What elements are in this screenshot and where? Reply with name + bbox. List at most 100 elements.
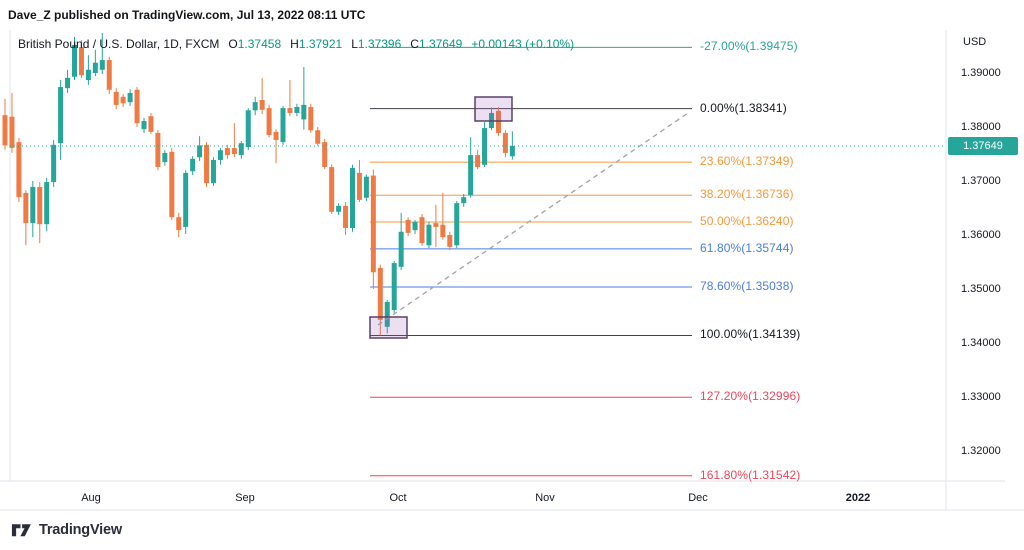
price-tick-1.39000: 1.39000 xyxy=(961,67,1001,79)
fib-label-78.60%: 78.60%(1.35038) xyxy=(700,278,794,293)
candle-body xyxy=(433,223,439,227)
tradingview-logo[interactable]: TradingView xyxy=(10,520,122,540)
candle-body xyxy=(482,128,488,165)
ohlc-close: C 1.37649 xyxy=(410,37,463,51)
price-axis-currency: USD xyxy=(963,36,987,48)
fib-label-161.80%: 161.80%(1.31542) xyxy=(700,467,801,482)
candle-body xyxy=(169,151,175,218)
candle-body xyxy=(266,108,272,136)
candle-body xyxy=(92,62,98,73)
candle-body xyxy=(454,203,460,246)
candle-body xyxy=(72,44,77,77)
time-tick-Oct: Oct xyxy=(389,492,407,504)
candle-body xyxy=(315,130,321,144)
highlight-box-top[interactable] xyxy=(474,96,513,122)
candle-body xyxy=(405,219,411,233)
candle-body xyxy=(238,143,244,156)
candle-body xyxy=(51,144,57,183)
candle-body xyxy=(502,132,508,153)
candle-body xyxy=(322,142,328,167)
fib-label-0.00%: 0.00%(1.38341) xyxy=(700,100,787,115)
candle-body xyxy=(217,150,223,160)
candle-body xyxy=(440,224,446,238)
candle-body xyxy=(106,60,112,90)
candle-body xyxy=(120,96,126,104)
fib-label--27.00%: -27.00%(1.39475) xyxy=(700,39,798,54)
candle-body xyxy=(23,192,29,224)
symbol-title: British Pound / U.S. Dollar, 1D, FXCM xyxy=(18,37,220,51)
candle-body xyxy=(127,92,133,103)
candle-body xyxy=(190,158,196,172)
candle-body xyxy=(9,116,15,149)
candle-body xyxy=(113,91,119,105)
candle-body xyxy=(350,168,355,228)
candle-body xyxy=(509,145,515,157)
candle-body xyxy=(495,110,501,133)
candle-body xyxy=(363,176,369,198)
candle-body xyxy=(99,60,105,70)
price-tick-1.34000: 1.34000 xyxy=(961,337,1001,349)
fib-label-127.20%: 127.20%(1.32996) xyxy=(700,389,801,404)
highlight-box-bottom[interactable] xyxy=(369,316,408,339)
candle-body xyxy=(301,104,307,120)
tradingview-logo-text: TradingView xyxy=(39,522,122,538)
ohlc-open: O 1.37458 xyxy=(228,37,282,51)
candle-body xyxy=(356,172,362,200)
candle-body xyxy=(475,155,481,167)
price-tick-1.35000: 1.35000 xyxy=(961,283,1001,295)
time-tick-Aug: Aug xyxy=(81,492,101,504)
price-tick-1.33000: 1.33000 xyxy=(961,391,1001,403)
candle-body xyxy=(377,267,383,320)
time-tick-2022: 2022 xyxy=(845,492,871,504)
change-value: +0.00143 (+0.10%) xyxy=(471,37,575,51)
candle-body xyxy=(44,182,50,225)
candle-body xyxy=(197,145,203,158)
fib-label-61.80%: 61.80%(1.35744) xyxy=(700,240,794,255)
candle-body xyxy=(412,222,418,231)
candle-body xyxy=(224,148,230,156)
candle-body xyxy=(294,107,300,113)
candle-body xyxy=(461,197,467,204)
candle-body xyxy=(65,77,71,89)
candle-body xyxy=(308,107,314,131)
candle-body xyxy=(259,100,265,110)
candle-body xyxy=(287,108,293,113)
candle-body xyxy=(85,69,91,81)
candle-body xyxy=(148,116,154,132)
candle-body xyxy=(183,172,189,227)
candle-body xyxy=(447,235,453,247)
candle-body xyxy=(134,89,140,124)
price-tick-1.36000: 1.36000 xyxy=(961,229,1001,241)
candle-body xyxy=(336,205,342,212)
fib-label-50.00%: 50.00%(1.36240) xyxy=(700,214,794,229)
time-tick-Dec: Dec xyxy=(688,492,708,504)
price-tick-1.38000: 1.38000 xyxy=(961,121,1001,133)
candle-body xyxy=(384,301,390,327)
ohlc-low: L 1.37396 xyxy=(351,37,402,51)
candle-body xyxy=(37,186,43,225)
candle-body xyxy=(141,121,147,130)
candle-body xyxy=(58,87,64,144)
ohlc-high: H 1.37921 xyxy=(290,37,343,51)
candle-body xyxy=(252,102,258,111)
candle-body xyxy=(155,132,161,167)
candle-body xyxy=(343,205,349,228)
candle-body xyxy=(273,131,279,140)
candle-body xyxy=(329,166,335,212)
candle-body xyxy=(426,224,432,246)
candle-body xyxy=(391,263,397,311)
candle-body xyxy=(176,217,182,231)
candle-body xyxy=(231,148,237,154)
price-tick-1.37000: 1.37000 xyxy=(961,175,1001,187)
fib-label-38.20%: 38.20%(1.36736) xyxy=(700,187,794,202)
last-price-tag: 1.37649 xyxy=(948,136,1018,155)
candle-body xyxy=(370,175,376,273)
candle-body xyxy=(204,144,210,184)
fib-label-100.00%: 100.00%(1.34139) xyxy=(700,327,801,342)
candle-body xyxy=(398,231,404,267)
fib-label-23.60%: 23.60%(1.37349) xyxy=(700,154,794,169)
candle-body xyxy=(211,159,216,184)
